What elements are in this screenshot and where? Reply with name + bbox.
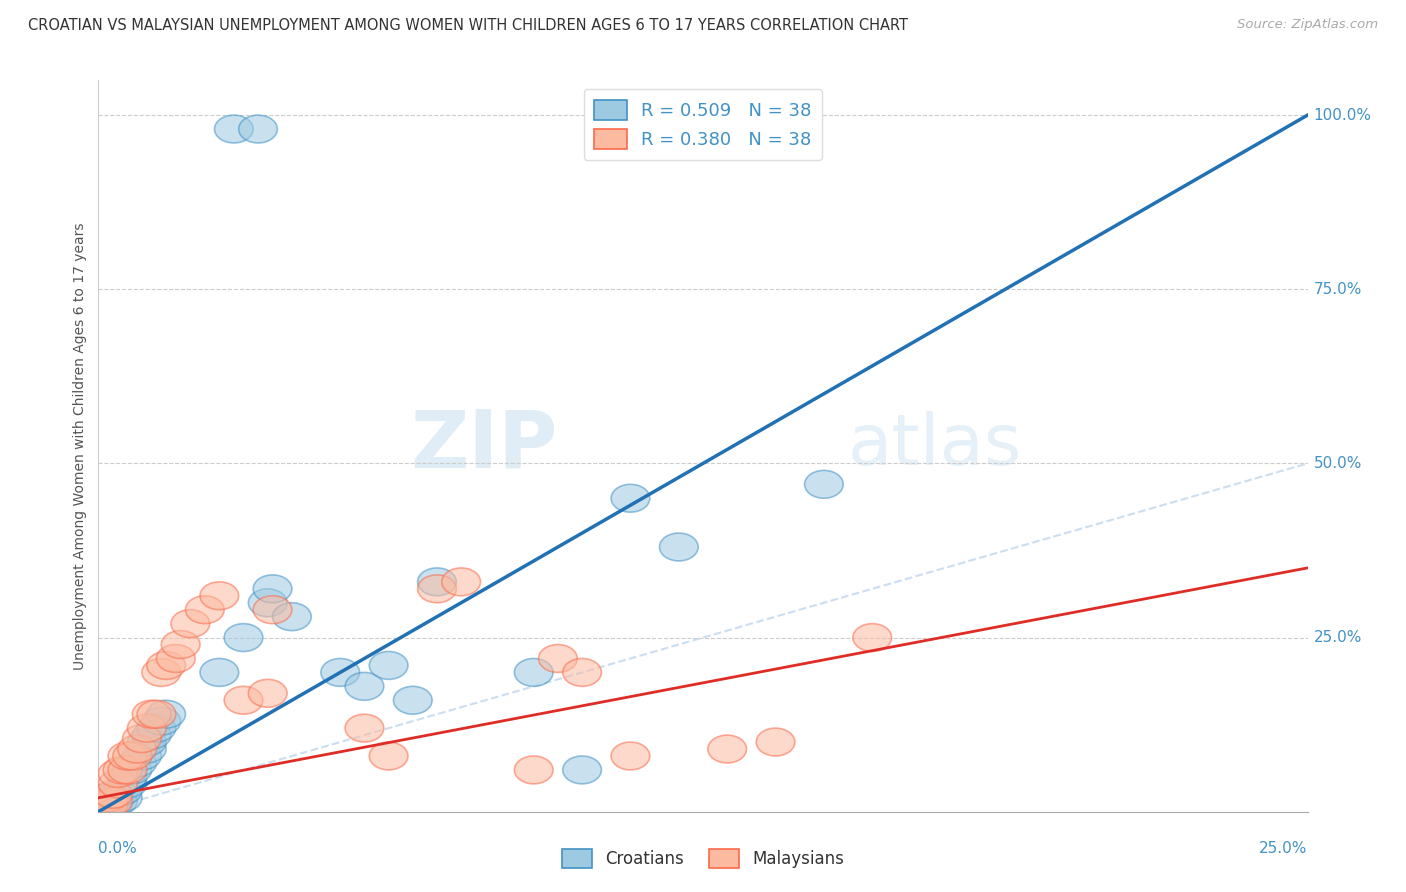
- Ellipse shape: [89, 791, 128, 819]
- Ellipse shape: [94, 784, 132, 812]
- Ellipse shape: [98, 770, 138, 797]
- Ellipse shape: [562, 658, 602, 686]
- Ellipse shape: [756, 728, 794, 756]
- Ellipse shape: [538, 645, 578, 673]
- Ellipse shape: [253, 574, 292, 603]
- Ellipse shape: [94, 788, 132, 815]
- Text: 25.0%: 25.0%: [1313, 630, 1362, 645]
- Ellipse shape: [103, 756, 142, 784]
- Text: ZIP: ZIP: [411, 407, 558, 485]
- Ellipse shape: [138, 700, 176, 728]
- Ellipse shape: [142, 707, 180, 735]
- Ellipse shape: [112, 756, 152, 784]
- Ellipse shape: [172, 610, 209, 638]
- Ellipse shape: [804, 470, 844, 499]
- Ellipse shape: [89, 788, 128, 815]
- Ellipse shape: [103, 784, 142, 812]
- Ellipse shape: [89, 784, 128, 812]
- Ellipse shape: [128, 728, 166, 756]
- Ellipse shape: [103, 777, 142, 805]
- Legend: R = 0.509   N = 38, R = 0.380   N = 38: R = 0.509 N = 38, R = 0.380 N = 38: [583, 89, 823, 160]
- Ellipse shape: [98, 759, 138, 788]
- Ellipse shape: [128, 735, 166, 763]
- Text: 100.0%: 100.0%: [1313, 108, 1372, 122]
- Ellipse shape: [138, 714, 176, 742]
- Text: 0.0%: 0.0%: [98, 841, 138, 856]
- Text: CROATIAN VS MALAYSIAN UNEMPLOYMENT AMONG WOMEN WITH CHILDREN AGES 6 TO 17 YEARS : CROATIAN VS MALAYSIAN UNEMPLOYMENT AMONG…: [28, 18, 908, 33]
- Ellipse shape: [108, 770, 146, 797]
- Ellipse shape: [273, 603, 311, 631]
- Ellipse shape: [146, 700, 186, 728]
- Text: 50.0%: 50.0%: [1313, 456, 1362, 471]
- Text: Source: ZipAtlas.com: Source: ZipAtlas.com: [1237, 18, 1378, 31]
- Ellipse shape: [112, 742, 152, 770]
- Ellipse shape: [108, 756, 146, 784]
- Ellipse shape: [200, 658, 239, 686]
- Ellipse shape: [215, 115, 253, 143]
- Ellipse shape: [186, 596, 224, 624]
- Ellipse shape: [142, 658, 180, 686]
- Legend: Croatians, Malaysians: Croatians, Malaysians: [555, 843, 851, 875]
- Ellipse shape: [441, 568, 481, 596]
- Ellipse shape: [98, 780, 138, 808]
- Y-axis label: Unemployment Among Women with Children Ages 6 to 17 years: Unemployment Among Women with Children A…: [73, 222, 87, 670]
- Ellipse shape: [200, 582, 239, 610]
- Ellipse shape: [108, 742, 146, 770]
- Ellipse shape: [418, 574, 457, 603]
- Ellipse shape: [249, 589, 287, 616]
- Ellipse shape: [98, 788, 138, 815]
- Ellipse shape: [612, 742, 650, 770]
- Ellipse shape: [515, 756, 553, 784]
- Ellipse shape: [249, 680, 287, 707]
- Ellipse shape: [132, 700, 172, 728]
- Ellipse shape: [108, 763, 146, 791]
- Ellipse shape: [394, 686, 432, 714]
- Text: 75.0%: 75.0%: [1313, 282, 1362, 297]
- Ellipse shape: [122, 724, 162, 753]
- Ellipse shape: [122, 742, 162, 770]
- Ellipse shape: [84, 791, 122, 819]
- Ellipse shape: [156, 645, 195, 673]
- Ellipse shape: [128, 714, 166, 742]
- Ellipse shape: [418, 568, 457, 596]
- Ellipse shape: [94, 791, 132, 819]
- Ellipse shape: [515, 658, 553, 686]
- Ellipse shape: [659, 533, 699, 561]
- Ellipse shape: [321, 658, 360, 686]
- Ellipse shape: [84, 794, 122, 822]
- Ellipse shape: [118, 749, 156, 777]
- Ellipse shape: [89, 784, 128, 812]
- Ellipse shape: [224, 624, 263, 651]
- Ellipse shape: [224, 686, 263, 714]
- Ellipse shape: [612, 484, 650, 512]
- Ellipse shape: [132, 721, 172, 749]
- Ellipse shape: [118, 735, 156, 763]
- Ellipse shape: [853, 624, 891, 651]
- Ellipse shape: [146, 651, 186, 680]
- Ellipse shape: [344, 673, 384, 700]
- Ellipse shape: [162, 631, 200, 658]
- Ellipse shape: [370, 742, 408, 770]
- Ellipse shape: [707, 735, 747, 763]
- Ellipse shape: [84, 794, 122, 822]
- Ellipse shape: [253, 596, 292, 624]
- Ellipse shape: [370, 651, 408, 680]
- Text: atlas: atlas: [848, 411, 1022, 481]
- Text: 25.0%: 25.0%: [1260, 841, 1308, 856]
- Ellipse shape: [344, 714, 384, 742]
- Ellipse shape: [94, 780, 132, 808]
- Ellipse shape: [562, 756, 602, 784]
- Ellipse shape: [84, 791, 122, 819]
- Ellipse shape: [239, 115, 277, 143]
